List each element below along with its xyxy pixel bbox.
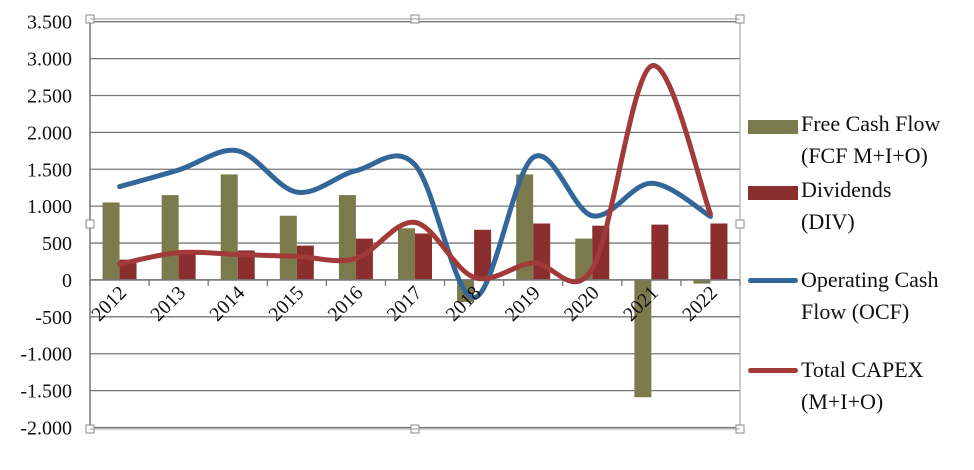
bar-fcf-2016: [338, 195, 356, 280]
bar-div-2017: [415, 233, 432, 280]
bar-fcf-2015: [279, 215, 297, 280]
resize-handle[interactable]: [735, 219, 745, 229]
y-tick-label: -500: [35, 307, 72, 329]
x-axis: [89, 279, 741, 286]
y-tick-label: -2.000: [20, 418, 72, 440]
x-axis-labels: 2012 2013 2014 2015 2016 2017 2018 2019 2020 2021…: [87, 282, 722, 326]
lines: [117, 63, 713, 301]
bar-div-2014: [237, 250, 255, 280]
x-tick-label: 2021: [619, 282, 663, 326]
bar-fcf-2022: [693, 279, 711, 284]
y-tick-label: 500: [42, 233, 72, 255]
bar-div-2018: [474, 229, 492, 280]
bar-fcf-2021: [634, 279, 652, 398]
legend-swatch-fcf: [748, 120, 798, 134]
y-tick-label: -1.500: [20, 381, 72, 403]
resize-handle[interactable]: [85, 219, 95, 229]
bar-fcf-2012: [102, 202, 120, 280]
y-tick-label: 1.500: [27, 159, 72, 181]
bar-fcf-2014: [220, 174, 238, 280]
x-tick-label: 2022: [678, 282, 722, 326]
y-tick-label: -1.000: [20, 344, 72, 366]
bar-div-2013: [178, 251, 196, 280]
legend-line-capex: [748, 368, 798, 373]
legend-label-capex: Total CAPEX (M+I+O): [801, 357, 924, 414]
x-tick-label: 2014: [205, 282, 249, 326]
bar-div-2015: [296, 245, 314, 280]
bar-div-2021: [651, 224, 669, 280]
x-tick-label: 2017: [383, 282, 427, 326]
selection-handles[interactable]: [85, 14, 745, 434]
legend-label-fcf: Free Cash Flow (FCF M+I+O): [801, 111, 941, 168]
x-tick-label: 2015: [265, 282, 309, 326]
y-tick-label: 0: [62, 270, 72, 292]
bar-div-2022: [710, 223, 728, 280]
x-tick-label: 2018: [442, 282, 486, 326]
x-tick-label: 2020: [560, 282, 604, 326]
x-tick-label: 2016: [324, 282, 368, 326]
x-tick-label: 2012: [87, 282, 131, 326]
line-capex: [117, 63, 713, 285]
bar-fcf-2019: [516, 174, 534, 280]
bar-fcf-2020: [575, 238, 593, 280]
bar-fcf-2013: [161, 195, 179, 280]
y-tick-label: 2.500: [27, 85, 72, 107]
bar-fcf-2017: [398, 228, 415, 280]
x-tick-label: 2019: [501, 282, 545, 326]
bars: [102, 174, 728, 398]
y-axis-labels: 3.500 3.000 2.500 2.000 1.500 1.000 500 0 -500 -1…: [20, 12, 72, 440]
legend-swatch-div: [748, 186, 798, 200]
y-tick-label: 3.000: [27, 49, 72, 71]
y-tick-label: 3.500: [27, 12, 72, 34]
y-tick-label: 1.000: [27, 196, 72, 218]
legend-label-div: Dividends (DIV): [801, 177, 892, 234]
legend-label-ocf: Operating Cash Flow (OCF): [801, 267, 939, 324]
line-ocf: [117, 147, 713, 301]
y-tick-label: 2.000: [27, 122, 72, 144]
legend-line-ocf: [748, 278, 798, 283]
bar-div-2019: [533, 223, 551, 280]
x-tick-label: 2013: [146, 282, 190, 326]
